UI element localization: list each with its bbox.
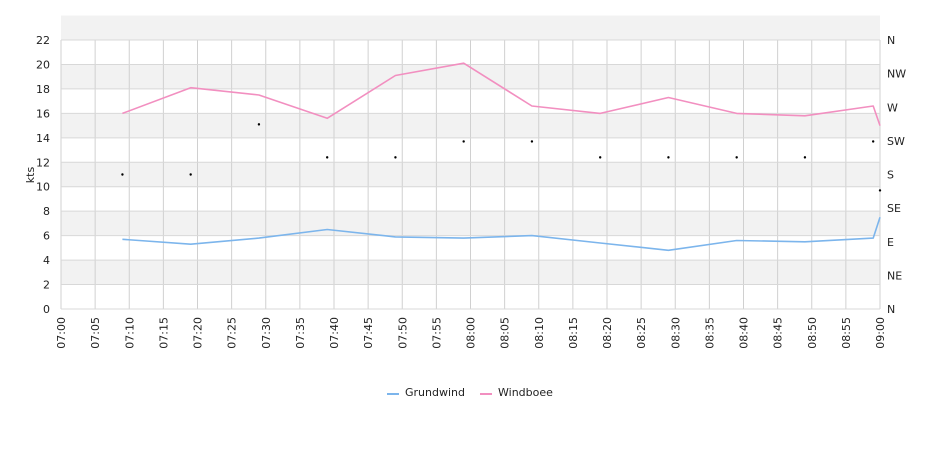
- direction-point: [735, 156, 738, 159]
- y-tick-label: 12: [36, 156, 50, 169]
- y-tick-label: 8: [43, 205, 50, 218]
- direction-tick-label: E: [887, 236, 894, 249]
- x-tick-label: 07:00: [55, 317, 68, 349]
- y-tick-label: 2: [43, 279, 50, 292]
- y-axis-ticks: 0 2 4 6 8 10 12 14 16 18 20 22: [36, 34, 50, 316]
- x-tick-label: 08:20: [601, 317, 614, 349]
- direction-point: [189, 173, 192, 176]
- direction-tick-label: N: [887, 34, 895, 47]
- x-tick-label: 08:15: [567, 317, 580, 349]
- x-tick-label: 08:30: [669, 317, 682, 349]
- direction-tick-label: S: [887, 169, 894, 182]
- x-tick-label: 08:25: [635, 317, 648, 349]
- direction-tick-label: N: [887, 303, 895, 316]
- x-tick-label: 08:50: [806, 317, 819, 349]
- plot-band: [61, 15, 880, 40]
- direction-point: [667, 156, 670, 159]
- x-tick-label: 07:15: [157, 317, 170, 349]
- x-tick-label: 08:10: [533, 317, 546, 349]
- x-tick-label: 07:05: [89, 317, 102, 349]
- x-tick-label: 07:10: [123, 317, 136, 349]
- direction-point: [530, 140, 534, 143]
- x-tick-label: 08:00: [465, 317, 478, 349]
- direction-point: [803, 156, 807, 159]
- legend-label-windboee: Windboee: [498, 386, 553, 399]
- direction-tick-label: W: [887, 101, 898, 114]
- series-layer: [122, 62, 881, 252]
- y-tick-label: 4: [43, 254, 50, 267]
- direction-point: [121, 173, 124, 176]
- grundwind-line: [122, 217, 881, 252]
- y-tick-label: 6: [43, 230, 50, 243]
- x-tick-label: 07:55: [430, 317, 443, 349]
- direction-point: [257, 123, 261, 126]
- direction-point: [598, 156, 602, 159]
- y-tick-label: 14: [36, 132, 50, 145]
- y-tick-label: 22: [36, 34, 50, 47]
- x-tick-label: 07:50: [396, 317, 409, 349]
- x-tick-label: 08:40: [738, 317, 751, 349]
- x-tick-label: 07:40: [328, 317, 341, 349]
- x-tick-label: 08:35: [703, 317, 716, 349]
- x-tick-label: 09:00: [874, 317, 887, 349]
- y-tick-label: 0: [43, 303, 50, 316]
- vertical-gridlines: [60, 40, 881, 309]
- y-tick-label: 16: [36, 107, 50, 120]
- x-tick-label: 08:05: [499, 317, 512, 349]
- x-tick-label: 08:55: [840, 317, 853, 349]
- x-tick-label: 07:25: [226, 317, 239, 349]
- y-tick-label: 20: [36, 58, 50, 71]
- legend: Grundwind Windboee: [387, 386, 553, 399]
- y-tick-label: 18: [36, 83, 50, 96]
- windboee-line: [122, 62, 881, 126]
- x-tick-label: 07:20: [192, 317, 205, 349]
- direction-tick-label: SW: [887, 135, 905, 148]
- direction-tick-label: NW: [887, 68, 906, 81]
- y-tick-label: 10: [36, 181, 50, 194]
- direction-point: [394, 156, 397, 159]
- x-tick-label: 08:45: [772, 317, 785, 349]
- direction-point: [878, 189, 882, 192]
- direction-point: [325, 156, 329, 159]
- direction-tick-label: SE: [887, 202, 901, 215]
- x-tick-label: 07:35: [294, 317, 307, 349]
- direction-points: [121, 123, 882, 192]
- y-axis-label: kts: [24, 167, 37, 184]
- x-axis-ticks: 07:00 07:05 07:10 07:15 07:20 07:25 07:30 07:35…: [55, 317, 887, 349]
- direction-point: [871, 140, 875, 143]
- x-tick-label: 07:30: [260, 317, 273, 349]
- direction-point: [462, 140, 465, 143]
- direction-axis-ticks: N NE E SE S SW W NW N: [887, 34, 906, 316]
- legend-label-grundwind: Grundwind: [405, 386, 465, 399]
- x-tick-label: 07:45: [362, 317, 375, 349]
- direction-tick-label: NE: [887, 269, 902, 282]
